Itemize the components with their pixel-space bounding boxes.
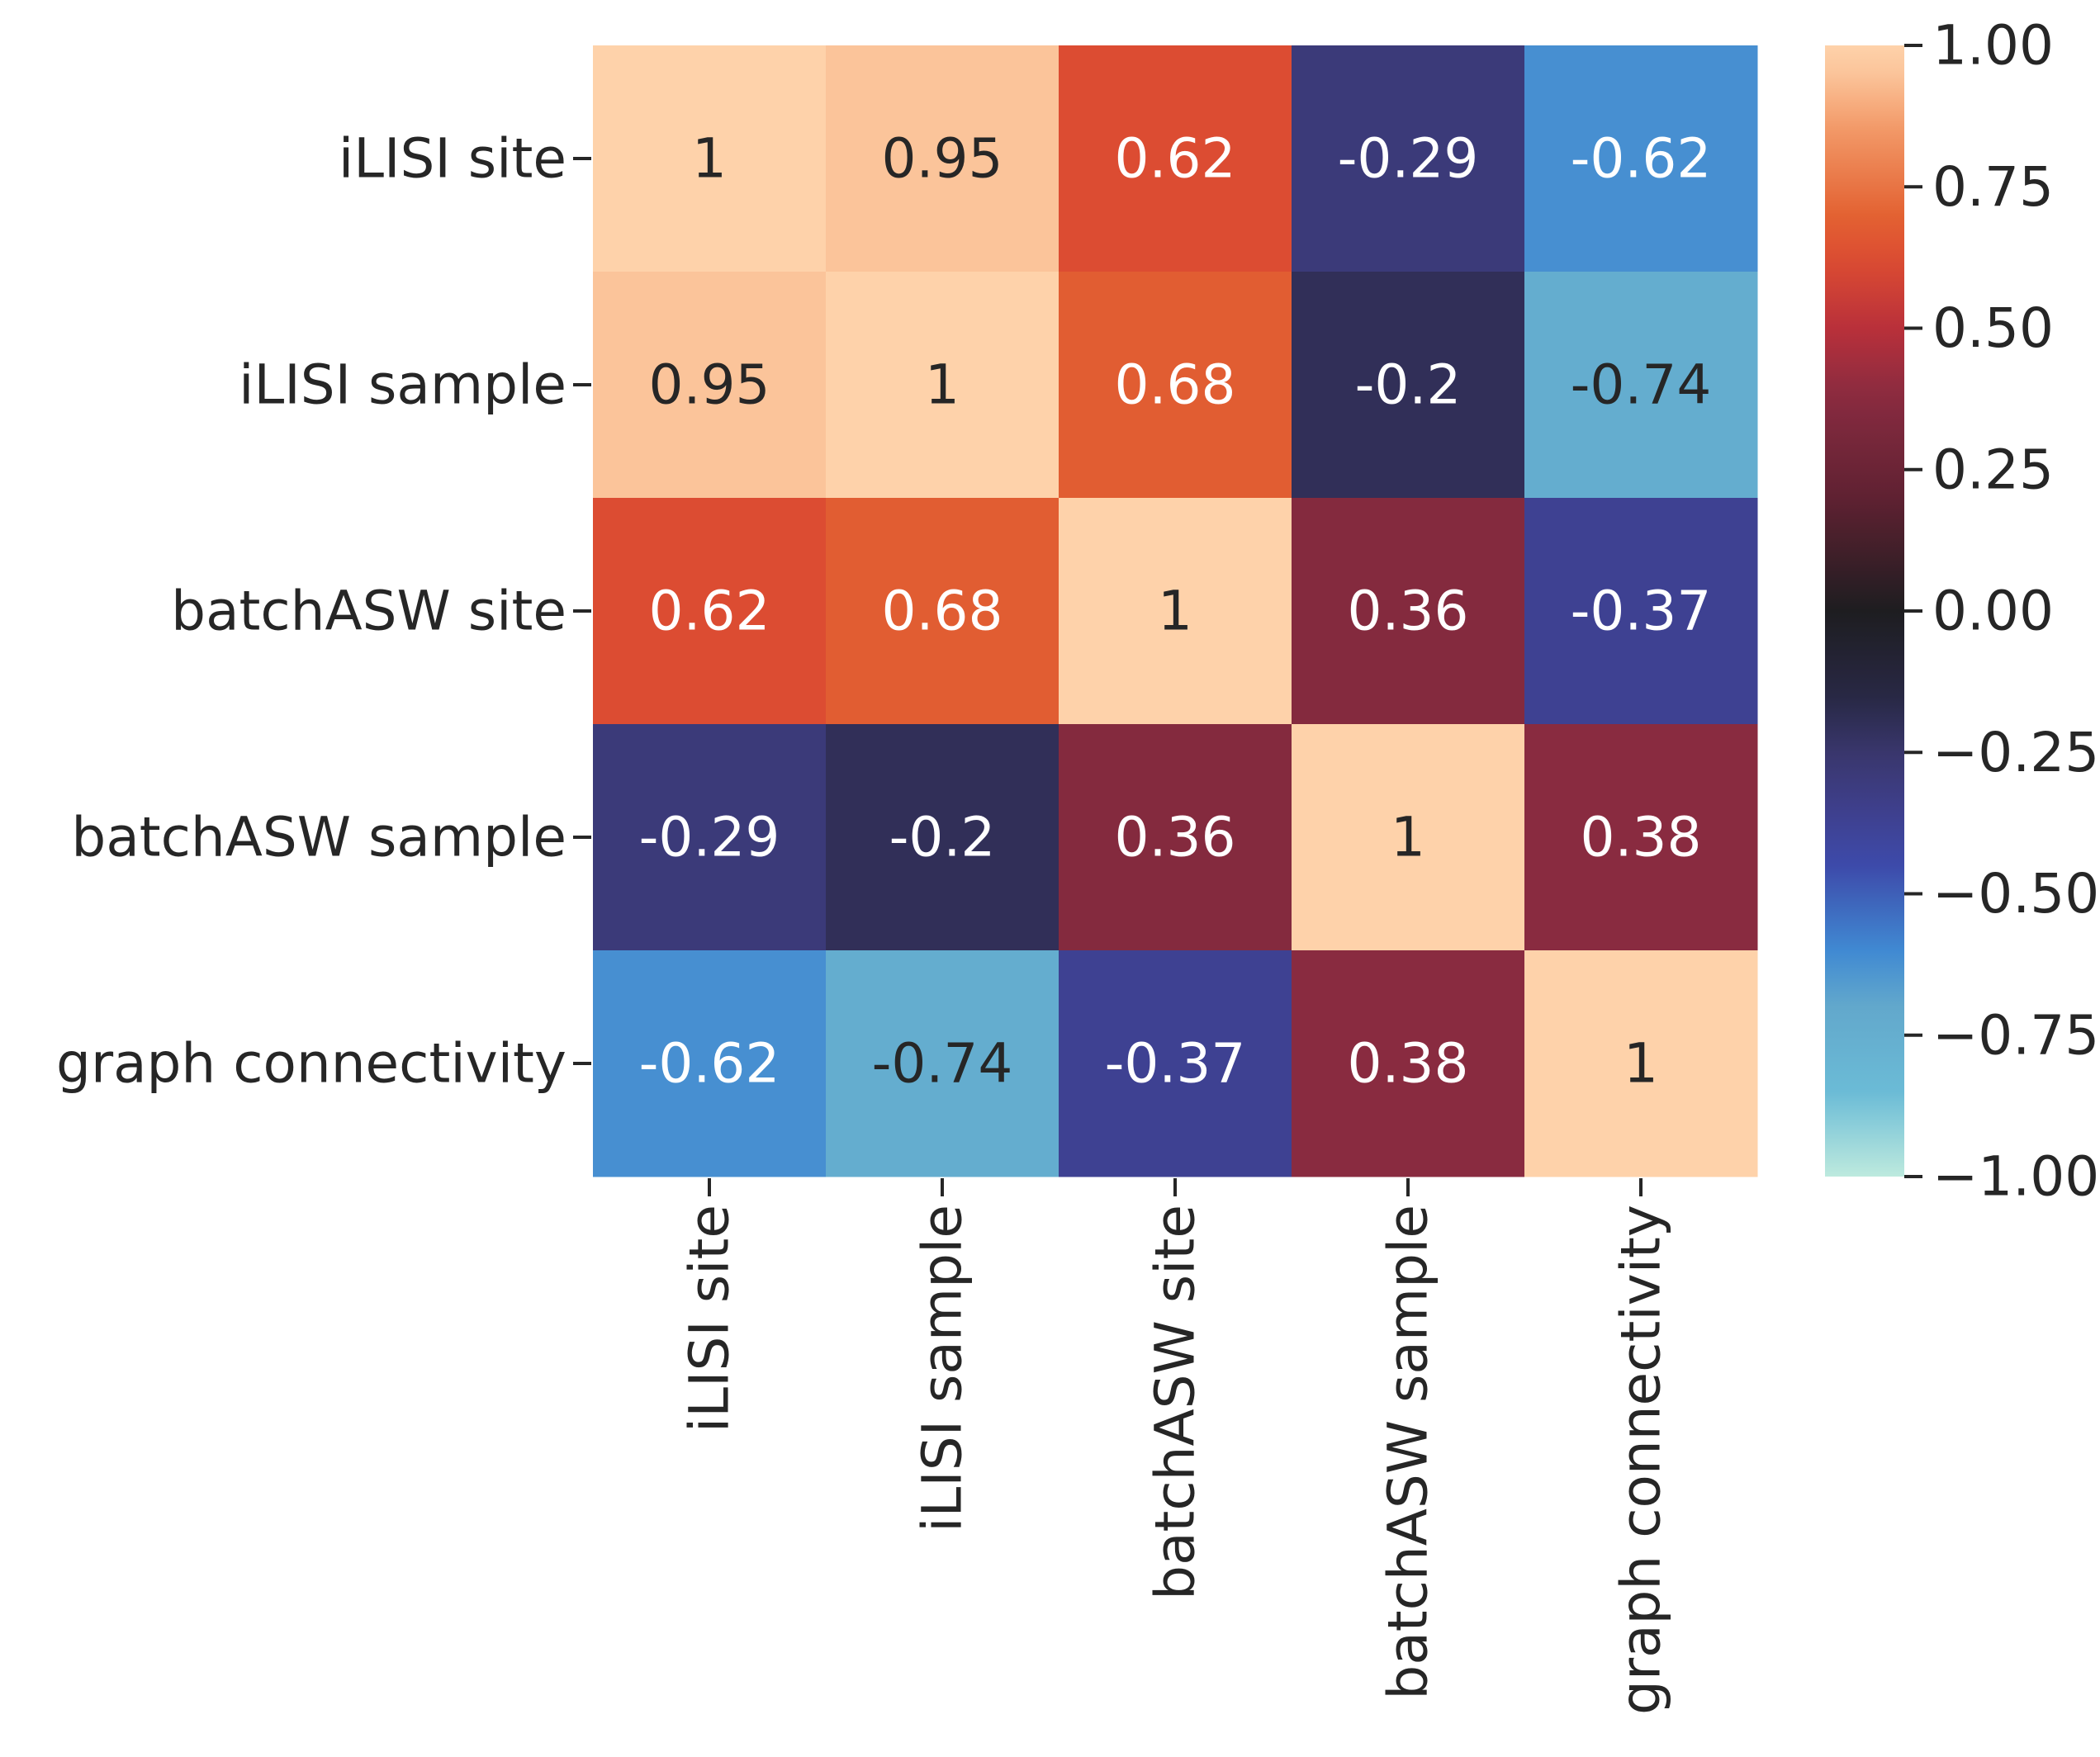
cell-value-r2-c1: 0.68 bbox=[882, 580, 1003, 643]
heatmap-cell-r1-c2 bbox=[1059, 272, 1292, 499]
y-tick-label: graph connectivity bbox=[56, 1032, 566, 1096]
cell-value-r0-c3: -0.29 bbox=[1338, 127, 1479, 191]
heatmap-cell-r2-c4 bbox=[1524, 498, 1758, 725]
cell-value-r3-c0: -0.29 bbox=[639, 806, 780, 869]
cell-value-r2-c2: 1 bbox=[1158, 580, 1192, 643]
colorbar-tick-label: 0.75 bbox=[1932, 155, 2054, 219]
cell-value-r2-c4: -0.37 bbox=[1571, 580, 1712, 643]
cell-value-r0-c4: -0.62 bbox=[1571, 127, 1712, 191]
heatmap-cell-r0-c1 bbox=[826, 45, 1059, 272]
cell-value-r4-c1: -0.74 bbox=[872, 1032, 1013, 1096]
heatmap-cell-r0-c4 bbox=[1524, 45, 1758, 272]
y-tick-label: batchASW site bbox=[171, 580, 566, 643]
heatmap-cell-r2-c0 bbox=[593, 498, 827, 725]
heatmap-cell-r4-c1 bbox=[826, 950, 1059, 1177]
heatmap-cell-r3-c0 bbox=[593, 724, 827, 951]
cell-value-r4-c4: 1 bbox=[1624, 1032, 1658, 1096]
cell-value-r3-c2: 0.36 bbox=[1115, 806, 1236, 869]
heatmap-cell-r0-c3 bbox=[1292, 45, 1525, 272]
cell-value-r3-c3: 1 bbox=[1391, 806, 1425, 869]
heatmap-cell-r1-c3 bbox=[1292, 272, 1525, 499]
cell-value-r0-c2: 0.62 bbox=[1115, 127, 1236, 191]
cell-value-r1-c3: -0.2 bbox=[1355, 353, 1462, 417]
y-tick-label: batchASW sample bbox=[71, 806, 566, 869]
x-tick-label: batchASW site bbox=[1144, 1205, 1207, 1600]
y-tick-label: iLISI sample bbox=[239, 353, 566, 417]
colorbar-tick-label: −1.00 bbox=[1932, 1145, 2099, 1209]
cell-value-r3-c1: -0.2 bbox=[889, 806, 996, 869]
heatmap-cell-r0-c2 bbox=[1059, 45, 1292, 272]
heatmap-cell-r4-c4 bbox=[1524, 950, 1758, 1177]
heatmap-cell-r1-c0 bbox=[593, 272, 827, 499]
colorbar-tick-label: −0.75 bbox=[1932, 1003, 2099, 1067]
x-axis: iLISI site iLISI sample batchASW site batch… bbox=[678, 1178, 1673, 1715]
heatmap-cell-r3-c2 bbox=[1059, 724, 1292, 951]
colorbar-gradient bbox=[1825, 45, 1904, 1177]
x-tick-label: batchASW sample bbox=[1377, 1205, 1440, 1700]
cell-value-r1-c2: 0.68 bbox=[1115, 353, 1236, 417]
heatmap-cell-r4-c0 bbox=[593, 950, 827, 1177]
colorbar-tick-label: 1.00 bbox=[1932, 14, 2054, 78]
cell-value-r1-c0: 0.95 bbox=[649, 353, 770, 417]
heatmap-cell-r2-c2 bbox=[1059, 498, 1292, 725]
heatmap-cell-r3-c1 bbox=[826, 724, 1059, 951]
colorbar-tick-label: 0.00 bbox=[1932, 580, 2054, 643]
heatmap-cell-r2-c1 bbox=[826, 498, 1059, 725]
colorbar-tick-label: 0.50 bbox=[1932, 296, 2054, 360]
cell-value-r2-c3: 0.36 bbox=[1348, 580, 1469, 643]
x-tick-label: graph connectivity bbox=[1609, 1205, 1673, 1715]
heatmap-cell-r0-c0 bbox=[593, 45, 827, 272]
cell-value-r4-c0: -0.62 bbox=[639, 1032, 780, 1096]
colorbar-tick-label: −0.50 bbox=[1932, 862, 2099, 926]
cell-value-r0-c1: 0.95 bbox=[882, 127, 1003, 191]
colorbar: 1.00 0.75 0.50 0.25 0.00 −0.25 −0.50 −0.75 −1.00 bbox=[1825, 14, 2099, 1209]
heatmap-cell-r2-c3 bbox=[1292, 498, 1525, 725]
cell-value-r1-c1: 1 bbox=[925, 353, 960, 417]
x-tick-label: iLISI sample bbox=[911, 1205, 974, 1532]
heatmap-cell-r4-c3 bbox=[1292, 950, 1525, 1177]
colorbar-ticks: 1.00 0.75 0.50 0.25 0.00 −0.25 −0.50 −0.75 −1.00 bbox=[1904, 14, 2099, 1209]
y-tick-label: iLISI site bbox=[339, 127, 566, 191]
heatmap-cell-r1-c4 bbox=[1524, 272, 1758, 499]
cell-value-r4-c2: -0.37 bbox=[1105, 1032, 1246, 1096]
heatmap-cell-r3-c3 bbox=[1292, 724, 1525, 951]
y-axis: iLISI site iLISI sample batchASW site batch… bbox=[56, 127, 591, 1096]
heatmap-cells: 1 0.95 0.62 -0.29 -0.62 0.95 1 0.68 -0.2 -0.74 0.6… bbox=[593, 45, 1758, 1177]
colorbar-tick-label: 0.25 bbox=[1932, 438, 2054, 501]
heatmap-cell-r4-c2 bbox=[1059, 950, 1292, 1177]
cell-value-r1-c4: -0.74 bbox=[1571, 353, 1712, 417]
heatmap-cell-r1-c1 bbox=[826, 272, 1059, 499]
cell-value-r3-c4: 0.38 bbox=[1581, 806, 1702, 869]
colorbar-tick-label: −0.25 bbox=[1932, 721, 2099, 784]
cell-value-r4-c3: 0.38 bbox=[1348, 1032, 1469, 1096]
x-tick-label: iLISI site bbox=[678, 1205, 742, 1433]
heatmap-cell-r3-c4 bbox=[1524, 724, 1758, 951]
cell-value-r0-c0: 1 bbox=[692, 127, 727, 191]
cell-value-r2-c0: 0.62 bbox=[649, 580, 770, 643]
